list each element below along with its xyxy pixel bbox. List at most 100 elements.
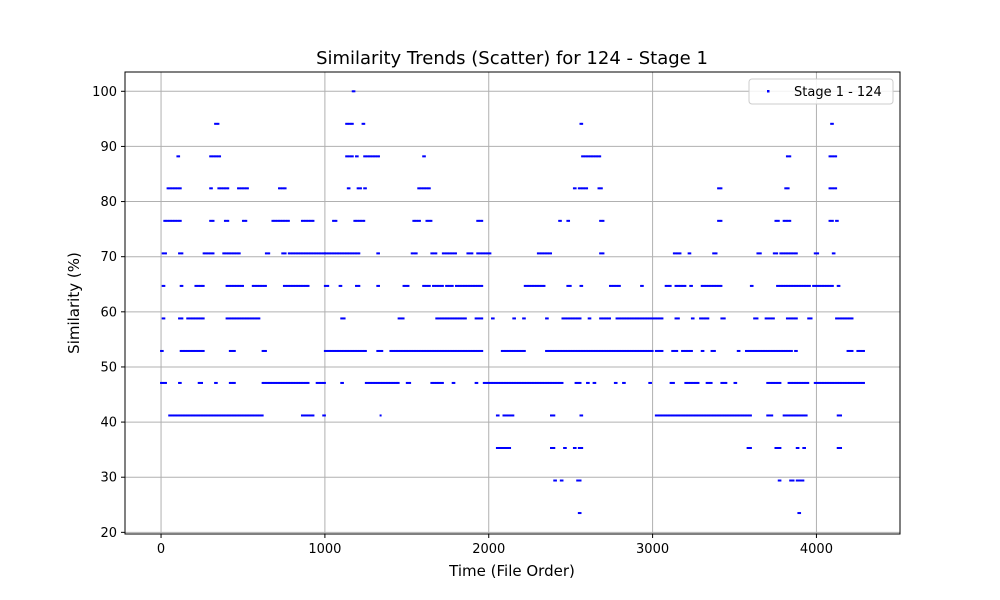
data-point bbox=[325, 349, 328, 352]
data-point bbox=[720, 284, 723, 287]
data-point bbox=[459, 284, 462, 287]
data-point bbox=[533, 381, 536, 384]
data-point bbox=[741, 414, 744, 417]
data-point bbox=[222, 187, 225, 190]
data-point bbox=[679, 252, 682, 255]
data-point bbox=[582, 155, 585, 158]
data-point bbox=[689, 381, 692, 384]
data-point bbox=[212, 219, 215, 222]
data-point bbox=[597, 187, 600, 190]
data-point bbox=[731, 414, 734, 417]
y-axis-label: Similarity (%) bbox=[65, 252, 83, 354]
data-point bbox=[836, 219, 839, 222]
data-point bbox=[743, 414, 746, 417]
data-point bbox=[627, 317, 630, 320]
data-point bbox=[197, 381, 200, 384]
data-point bbox=[649, 381, 652, 384]
data-point bbox=[268, 252, 271, 255]
data-point bbox=[766, 349, 769, 352]
data-point bbox=[210, 155, 213, 158]
data-point bbox=[784, 414, 787, 417]
data-point bbox=[571, 349, 574, 352]
data-point bbox=[589, 349, 592, 352]
data-point bbox=[550, 446, 553, 449]
data-point bbox=[181, 414, 184, 417]
data-point bbox=[769, 349, 772, 352]
data-point bbox=[305, 252, 308, 255]
data-point bbox=[740, 414, 743, 417]
data-point bbox=[392, 381, 395, 384]
data-point bbox=[559, 219, 562, 222]
data-point bbox=[230, 381, 233, 384]
data-point bbox=[584, 187, 587, 190]
data-point bbox=[569, 284, 572, 287]
data-point bbox=[667, 284, 670, 287]
data-point bbox=[214, 155, 217, 158]
data-point bbox=[276, 219, 279, 222]
data-point bbox=[656, 414, 659, 417]
data-point bbox=[210, 219, 213, 222]
data-point bbox=[615, 349, 618, 352]
data-point bbox=[232, 252, 235, 255]
data-point bbox=[466, 284, 469, 287]
data-point bbox=[363, 187, 366, 190]
data-point bbox=[821, 284, 824, 287]
data-point bbox=[214, 414, 217, 417]
data-point bbox=[563, 349, 566, 352]
data-point bbox=[787, 284, 790, 287]
data-point bbox=[497, 414, 500, 417]
data-point bbox=[592, 349, 595, 352]
data-point bbox=[812, 284, 815, 287]
data-point bbox=[579, 446, 582, 449]
data-point bbox=[312, 252, 315, 255]
data-point bbox=[392, 349, 395, 352]
data-point bbox=[746, 414, 749, 417]
data-point bbox=[568, 284, 571, 287]
data-point bbox=[178, 317, 181, 320]
data-point bbox=[482, 252, 485, 255]
data-point bbox=[795, 381, 798, 384]
data-point bbox=[672, 381, 675, 384]
data-point bbox=[464, 317, 467, 320]
data-point bbox=[189, 317, 192, 320]
data-point bbox=[325, 252, 328, 255]
data-point bbox=[356, 155, 359, 158]
data-point bbox=[400, 349, 403, 352]
x-axis-label: Time (File Order) bbox=[448, 562, 575, 580]
data-point bbox=[209, 414, 212, 417]
data-point bbox=[350, 349, 353, 352]
plot-frame bbox=[124, 71, 901, 535]
data-point bbox=[201, 414, 204, 417]
data-point bbox=[228, 284, 231, 287]
data-point bbox=[577, 317, 580, 320]
data-point bbox=[345, 155, 348, 158]
data-point bbox=[509, 446, 512, 449]
data-point bbox=[394, 349, 397, 352]
data-point bbox=[436, 317, 439, 320]
data-point bbox=[523, 317, 526, 320]
data-point bbox=[363, 219, 366, 222]
data-point bbox=[767, 317, 770, 320]
data-point bbox=[635, 317, 638, 320]
data-point bbox=[376, 252, 379, 255]
data-point bbox=[304, 414, 307, 417]
data-point bbox=[835, 381, 838, 384]
data-point bbox=[202, 317, 205, 320]
data-point bbox=[474, 317, 477, 320]
data-point bbox=[746, 349, 749, 352]
data-point bbox=[518, 381, 521, 384]
data-point bbox=[228, 349, 231, 352]
data-point bbox=[766, 414, 769, 417]
data-point bbox=[638, 349, 641, 352]
data-point bbox=[346, 252, 349, 255]
data-point bbox=[718, 219, 721, 222]
data-point bbox=[749, 414, 752, 417]
data-point bbox=[690, 381, 693, 384]
data-point bbox=[335, 219, 338, 222]
data-point bbox=[579, 381, 582, 384]
data-point bbox=[174, 219, 177, 222]
data-point bbox=[423, 349, 426, 352]
data-point bbox=[823, 381, 826, 384]
data-point bbox=[289, 252, 292, 255]
data-point bbox=[418, 219, 421, 222]
